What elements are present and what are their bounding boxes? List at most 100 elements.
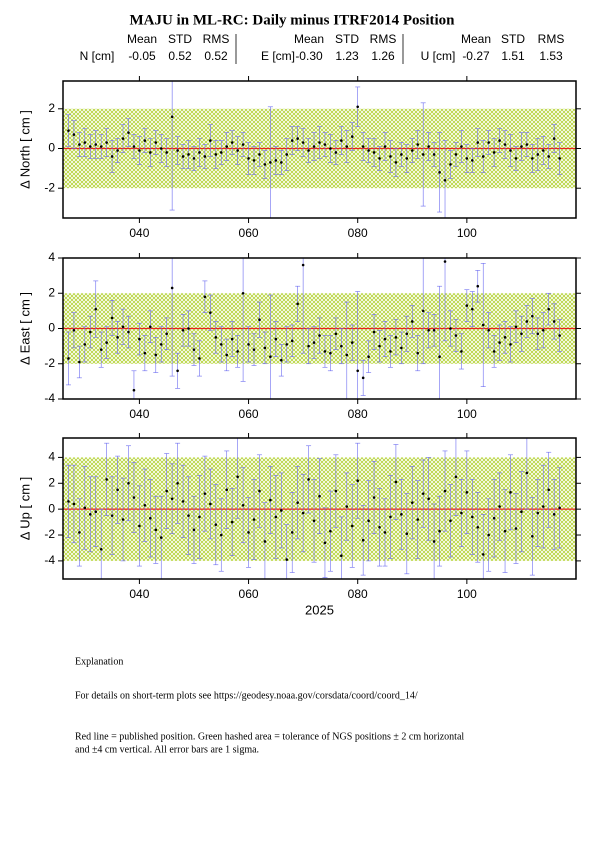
point <box>503 143 507 146</box>
point <box>301 511 305 515</box>
y-tick-label: 2 <box>48 101 55 115</box>
point <box>400 346 403 350</box>
point <box>509 491 512 494</box>
point <box>400 153 403 156</box>
point <box>127 330 130 334</box>
point <box>149 325 152 329</box>
point <box>438 171 441 174</box>
point <box>460 511 463 515</box>
point <box>252 348 256 351</box>
point <box>492 350 496 353</box>
point <box>520 510 523 514</box>
x-tick-label: 060 <box>239 587 259 601</box>
point <box>476 284 480 288</box>
point <box>258 318 261 321</box>
point <box>361 538 365 542</box>
point <box>514 157 518 160</box>
stat-header: STD <box>335 32 359 46</box>
point <box>383 337 387 341</box>
point <box>110 514 114 517</box>
plot-area <box>63 258 576 399</box>
point <box>389 515 392 519</box>
point <box>225 145 229 148</box>
point <box>323 143 327 146</box>
point <box>154 141 158 144</box>
stat-header: Mean <box>127 32 157 46</box>
point <box>143 351 147 355</box>
point <box>323 350 327 353</box>
point <box>121 325 125 329</box>
point <box>247 343 250 346</box>
point <box>132 496 136 499</box>
point <box>416 143 420 146</box>
point <box>138 524 141 528</box>
point <box>410 149 414 152</box>
point <box>471 307 474 311</box>
point <box>78 143 81 146</box>
point <box>170 115 174 119</box>
stat-value: 1.23 <box>335 49 359 63</box>
point <box>367 355 370 359</box>
point <box>258 489 261 493</box>
point <box>487 328 490 332</box>
stat-row-label: E [cm] <box>261 49 295 63</box>
point <box>187 327 190 330</box>
point <box>372 330 376 334</box>
x-tick-label: 040 <box>129 587 149 601</box>
point <box>219 151 223 154</box>
x-axis-label: 2025 <box>305 602 334 617</box>
point <box>531 157 534 160</box>
point <box>192 348 196 351</box>
y-axis-label: Δ Up [ cm ] <box>17 477 32 541</box>
point <box>340 554 343 558</box>
point <box>329 351 332 355</box>
point <box>481 155 485 158</box>
point <box>72 328 76 332</box>
point <box>334 489 338 493</box>
point <box>192 528 196 532</box>
y-tick-label: -4 <box>44 391 55 405</box>
point <box>345 505 349 508</box>
point <box>471 515 474 519</box>
point <box>230 141 234 144</box>
point <box>416 518 420 521</box>
point <box>361 376 365 380</box>
point <box>416 351 420 355</box>
point <box>138 337 141 341</box>
point <box>356 479 360 482</box>
point <box>83 141 87 144</box>
point <box>383 145 387 148</box>
point <box>258 153 261 156</box>
point <box>105 341 108 344</box>
point <box>356 105 360 109</box>
point <box>536 511 540 515</box>
point <box>498 505 501 508</box>
point <box>290 339 294 343</box>
point <box>159 343 163 346</box>
point <box>110 155 114 158</box>
point <box>427 497 430 501</box>
point <box>465 491 469 494</box>
point <box>312 145 316 148</box>
point <box>449 327 452 330</box>
point <box>307 344 310 348</box>
point <box>443 260 447 263</box>
stat-value: -0.27 <box>462 49 490 63</box>
point <box>121 518 125 521</box>
stat-value: 0.52 <box>168 49 192 63</box>
point <box>105 478 108 481</box>
point <box>203 492 207 495</box>
point <box>143 139 147 142</box>
panel: -4 -2 0 2 4 040 060 080 100 Δ Up [ cm ] 2025 <box>17 433 581 617</box>
point <box>187 153 190 156</box>
x-tick-label: 080 <box>348 407 368 421</box>
point <box>498 139 501 142</box>
point <box>83 343 87 346</box>
stat-header: RMS <box>203 32 230 46</box>
point <box>460 145 463 148</box>
stat-header: STD <box>501 32 525 46</box>
title: MAJU in ML-RC: Daily minus ITRF2014 Posi… <box>129 12 455 28</box>
point <box>269 355 272 359</box>
point <box>99 348 103 351</box>
